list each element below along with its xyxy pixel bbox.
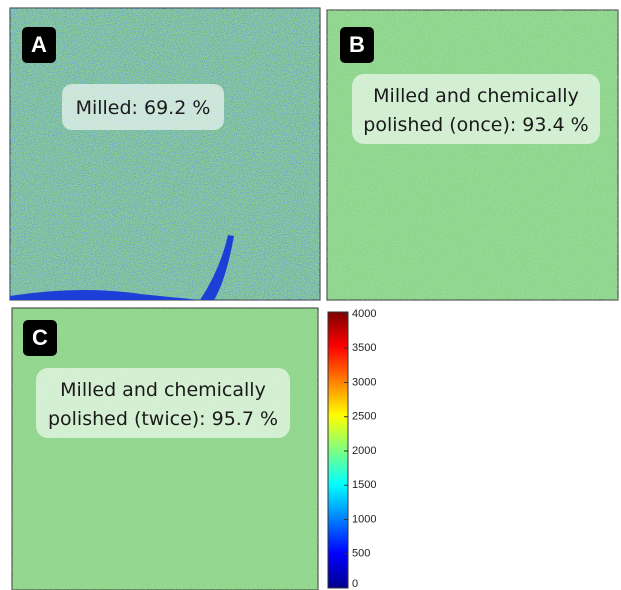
panel-a: A Milled: 69.2 % bbox=[9, 7, 321, 301]
panel-letter: C bbox=[32, 325, 48, 350]
colorbar-tick-label: 3500 bbox=[352, 342, 376, 354]
image-texture bbox=[10, 8, 320, 300]
colorbar-gradient bbox=[327, 311, 349, 589]
colorbar-tick-label: 4000 bbox=[352, 308, 376, 320]
colorbar: 0 500 1000 1500 2000 2500 3000 3500 4000 bbox=[327, 308, 376, 590]
panel-b: B Milled and chemically polished (once):… bbox=[326, 9, 619, 301]
panel-c: C Milled and chemically polished (twice)… bbox=[11, 307, 319, 590]
panel-letter-box bbox=[23, 320, 57, 356]
colorbar-tick-label: 2000 bbox=[352, 445, 376, 457]
panel-letter-box bbox=[340, 27, 374, 63]
panel-letter-box bbox=[22, 27, 56, 63]
colorbar-tick-label: 1500 bbox=[352, 479, 376, 491]
caption: polished (twice): 95.7 % bbox=[48, 408, 278, 430]
image-texture bbox=[327, 10, 618, 300]
caption-box bbox=[352, 74, 600, 144]
panel-letter: A bbox=[31, 32, 47, 57]
caption: polished (once): 93.4 % bbox=[363, 114, 588, 136]
image-feature bbox=[200, 235, 234, 300]
colorbar-tick-label: 3000 bbox=[352, 376, 376, 388]
colorbar-tick-label: 500 bbox=[352, 548, 370, 560]
caption-box bbox=[36, 368, 290, 438]
panel-letter: B bbox=[349, 32, 365, 57]
image-feature bbox=[10, 289, 200, 300]
caption: Milled and chemically bbox=[373, 85, 579, 107]
colorbar-tick-label: 2500 bbox=[352, 411, 376, 423]
colorbar-tick-label: 1000 bbox=[352, 513, 376, 525]
caption: Milled and chemically bbox=[60, 379, 266, 401]
caption-box bbox=[62, 84, 224, 130]
caption: Milled: 69.2 % bbox=[76, 97, 211, 119]
image-texture bbox=[12, 308, 318, 590]
colorbar-tick-label: 0 bbox=[352, 578, 358, 590]
